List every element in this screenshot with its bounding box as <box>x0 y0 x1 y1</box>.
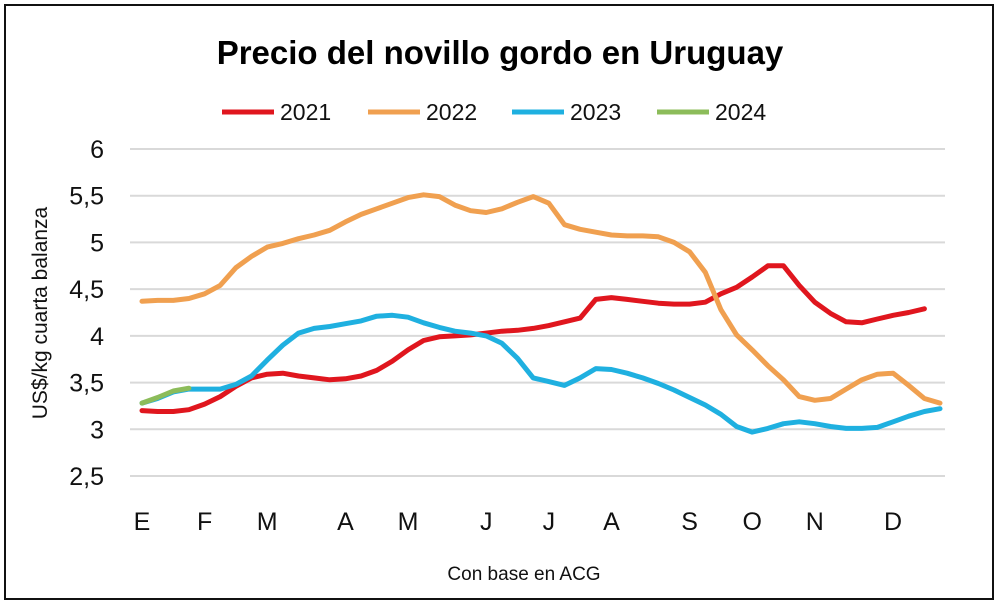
y-axis-ticks: 2,5 3 3,5 4 4,5 5 5,5 6 <box>69 136 104 491</box>
x-tick-label: M <box>398 508 419 536</box>
x-tick-label: O <box>743 508 762 536</box>
legend-label-2021: 2021 <box>280 99 331 125</box>
legend-label-2022: 2022 <box>426 99 477 125</box>
gridlines <box>130 148 945 477</box>
series-line-2024 <box>139 385 192 406</box>
y-tick-label: 2,5 <box>69 463 104 491</box>
x-axis-label: Con base en ACG <box>447 564 600 585</box>
x-tick-label: D <box>884 508 902 536</box>
legend-label-2023: 2023 <box>570 99 621 125</box>
series-line-2022 <box>139 192 943 406</box>
x-tick-label: E <box>134 508 151 536</box>
y-tick-label: 3,5 <box>69 370 104 398</box>
x-tick-label: F <box>197 508 212 536</box>
series-line-2021 <box>139 263 927 414</box>
legend-label-2024: 2024 <box>715 99 766 125</box>
x-tick-label: S <box>681 508 698 536</box>
y-tick-label: 5,5 <box>69 183 104 211</box>
y-axis-label: US$/kg cuarta balanza <box>29 206 52 419</box>
y-tick-label: 6 <box>90 136 104 164</box>
y-tick-label: 4 <box>90 323 104 351</box>
series-lines <box>139 192 943 435</box>
x-tick-label: A <box>337 508 354 536</box>
x-tick-label: J <box>480 508 493 536</box>
y-tick-label: 3 <box>90 416 104 444</box>
series-line-2023 <box>139 312 943 435</box>
y-tick-label: 5 <box>90 229 104 257</box>
y-tick-label: 4,5 <box>69 276 104 304</box>
x-tick-label: M <box>257 508 278 536</box>
chart-frame <box>4 4 994 600</box>
x-tick-label: A <box>603 508 620 536</box>
x-tick-label: N <box>806 508 824 536</box>
chart-title: Precio del novillo gordo en Uruguay <box>217 34 784 71</box>
legend: 2021 2022 2023 2024 <box>222 99 766 125</box>
x-tick-label: J <box>543 508 556 536</box>
